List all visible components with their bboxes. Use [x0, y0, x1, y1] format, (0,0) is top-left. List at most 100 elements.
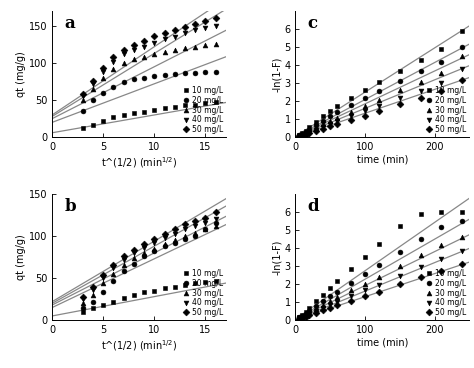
50 mg/L: [438, 268, 444, 273]
50 mg/L: [141, 39, 147, 43]
50 mg/L: [90, 284, 96, 289]
50 mg/L: [296, 316, 302, 321]
20 mg/L: [397, 79, 402, 84]
40 mg/L: [90, 82, 96, 86]
20 mg/L: [313, 123, 319, 127]
20 mg/L: [418, 69, 423, 74]
50 mg/L: [172, 28, 178, 32]
30 mg/L: [313, 307, 319, 311]
10 mg/L: [162, 106, 167, 110]
Line: 40 mg/L: 40 mg/L: [81, 217, 218, 301]
Line: 40 mg/L: 40 mg/L: [297, 248, 465, 321]
30 mg/L: [182, 234, 188, 238]
10 mg/L: [320, 114, 326, 119]
40 mg/L: [192, 224, 198, 228]
30 mg/L: [131, 57, 137, 61]
10 mg/L: [303, 129, 309, 133]
20 mg/L: [303, 130, 309, 134]
40 mg/L: [362, 109, 368, 113]
40 mg/L: [376, 283, 382, 287]
Y-axis label: qt (mg/g): qt (mg/g): [16, 234, 26, 280]
30 mg/L: [320, 303, 326, 307]
30 mg/L: [141, 55, 147, 59]
30 mg/L: [397, 264, 402, 268]
50 mg/L: [100, 273, 106, 277]
20 mg/L: [131, 77, 137, 82]
50 mg/L: [334, 121, 340, 126]
40 mg/L: [131, 47, 137, 52]
50 mg/L: [203, 215, 209, 220]
20 mg/L: [296, 133, 302, 137]
30 mg/L: [303, 313, 309, 317]
20 mg/L: [141, 254, 147, 258]
20 mg/L: [334, 290, 340, 294]
50 mg/L: [141, 242, 147, 247]
40 mg/L: [438, 256, 444, 261]
20 mg/L: [376, 263, 382, 268]
30 mg/L: [141, 251, 147, 255]
10 mg/L: [348, 266, 354, 271]
40 mg/L: [141, 245, 147, 250]
40 mg/L: [459, 67, 465, 71]
30 mg/L: [162, 50, 167, 54]
Line: 50 mg/L: 50 mg/L: [81, 16, 218, 96]
50 mg/L: [320, 308, 326, 312]
50 mg/L: [303, 132, 309, 137]
Line: 50 mg/L: 50 mg/L: [297, 77, 465, 139]
30 mg/L: [376, 275, 382, 279]
50 mg/L: [131, 43, 137, 47]
10 mg/L: [162, 286, 167, 290]
40 mg/L: [213, 24, 219, 28]
30 mg/L: [80, 98, 86, 102]
40 mg/L: [307, 312, 312, 316]
20 mg/L: [303, 312, 309, 316]
30 mg/L: [80, 301, 86, 305]
Line: 20 mg/L: 20 mg/L: [297, 219, 465, 320]
40 mg/L: [90, 288, 96, 292]
50 mg/L: [376, 109, 382, 113]
10 mg/L: [192, 102, 198, 107]
40 mg/L: [313, 127, 319, 132]
10 mg/L: [300, 131, 305, 135]
10 mg/L: [334, 279, 340, 284]
30 mg/L: [213, 42, 219, 47]
20 mg/L: [80, 109, 86, 113]
50 mg/L: [131, 247, 137, 252]
40 mg/L: [192, 28, 198, 32]
40 mg/L: [397, 274, 402, 278]
50 mg/L: [459, 77, 465, 82]
30 mg/L: [303, 131, 309, 135]
50 mg/L: [334, 303, 340, 308]
30 mg/L: [376, 98, 382, 102]
Line: 40 mg/L: 40 mg/L: [297, 66, 465, 138]
50 mg/L: [300, 133, 305, 138]
40 mg/L: [203, 26, 209, 30]
30 mg/L: [121, 61, 127, 65]
10 mg/L: [459, 210, 465, 214]
40 mg/L: [320, 306, 326, 310]
30 mg/L: [418, 253, 423, 258]
40 mg/L: [182, 227, 188, 231]
40 mg/L: [328, 302, 333, 307]
40 mg/L: [313, 309, 319, 314]
10 mg/L: [328, 286, 333, 290]
10 mg/L: [296, 132, 302, 137]
Line: 30 mg/L: 30 mg/L: [81, 223, 218, 306]
50 mg/L: [192, 22, 198, 26]
30 mg/L: [362, 282, 368, 286]
30 mg/L: [459, 235, 465, 240]
50 mg/L: [110, 55, 116, 59]
10 mg/L: [438, 47, 444, 51]
Line: 30 mg/L: 30 mg/L: [297, 54, 465, 138]
50 mg/L: [296, 134, 302, 138]
50 mg/L: [303, 315, 309, 319]
30 mg/L: [300, 132, 305, 137]
10 mg/L: [90, 306, 96, 311]
30 mg/L: [152, 52, 157, 56]
40 mg/L: [307, 130, 312, 135]
20 mg/L: [192, 234, 198, 238]
X-axis label: t^(1/2) (min$^{1/2}$): t^(1/2) (min$^{1/2}$): [101, 338, 177, 353]
20 mg/L: [192, 70, 198, 75]
20 mg/L: [438, 225, 444, 230]
10 mg/L: [203, 101, 209, 105]
